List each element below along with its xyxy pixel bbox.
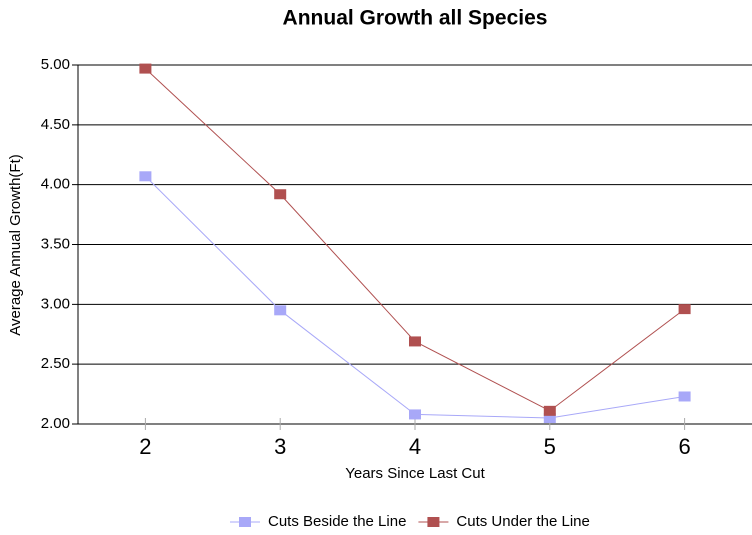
x-tick-label: 2 (139, 434, 151, 459)
marker (678, 304, 691, 315)
legend-label: Cuts Beside the Line (268, 513, 406, 530)
marker (139, 63, 152, 74)
y-tick-label: 3.50 (41, 235, 70, 252)
y-tick-label: 4.50 (41, 116, 70, 133)
y-axis-label: Average Annual Growth(Ft) (7, 154, 24, 335)
marker (139, 171, 152, 182)
x-tick-label: 5 (544, 434, 556, 459)
marker (543, 413, 556, 424)
marker (274, 305, 287, 316)
y-tick-label: 5.00 (41, 56, 70, 73)
marker (409, 409, 421, 420)
legend-marker (427, 517, 440, 527)
marker (543, 405, 556, 416)
legend-marker (239, 517, 251, 527)
x-tick-label: 3 (274, 434, 286, 459)
y-tick-label: 4.00 (41, 176, 70, 193)
legend-label: Cuts Under the Line (456, 513, 589, 530)
chart-title: Annual Growth all Species (283, 7, 548, 30)
marker (409, 336, 421, 347)
marker (678, 391, 691, 402)
x-tick-label: 6 (678, 434, 690, 459)
series-line (145, 68, 685, 412)
y-tick-label: 2.00 (41, 415, 70, 432)
x-tick-label: 4 (409, 434, 421, 459)
y-tick-label: 3.00 (41, 295, 70, 312)
x-axis-label: Years Since Last Cut (345, 465, 485, 482)
y-tick-label: 2.50 (41, 355, 70, 372)
series-line (145, 175, 685, 419)
marker (274, 189, 287, 200)
